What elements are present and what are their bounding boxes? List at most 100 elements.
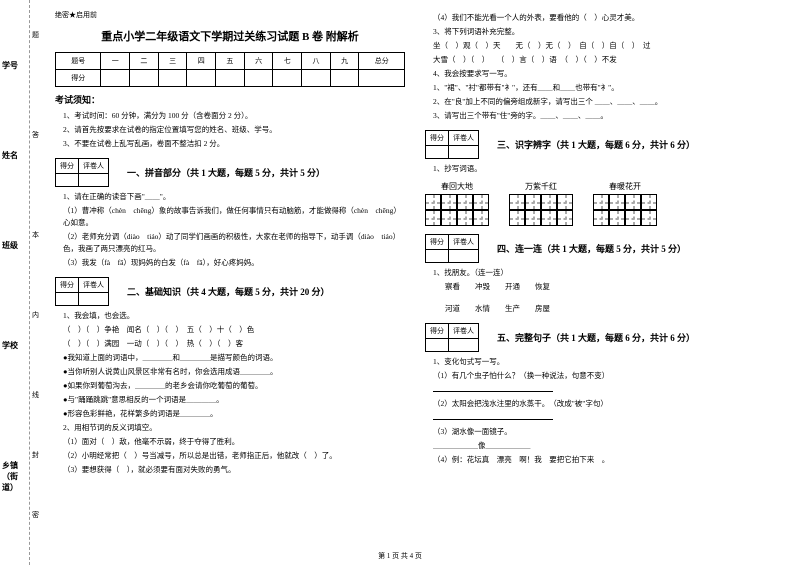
- grader-table: 得分评卷人: [425, 130, 479, 159]
- top-item: （4）我们不能光看一个人的外表，要看他的（ ）心灵才美。: [433, 12, 775, 24]
- q4a-row: 察看 冲毁 开通 恢复: [445, 281, 775, 293]
- cut-char: 题: [32, 30, 39, 40]
- grader-table: 得分评卷人: [55, 158, 109, 187]
- grid-group: 春回大地: [425, 181, 489, 226]
- grid-label: 春暖花开: [609, 181, 641, 192]
- mini-th: 评卷人: [449, 324, 479, 339]
- vlabel-id: 学号: [2, 60, 18, 71]
- q5-lead: 1、变化句式写一写。: [433, 356, 775, 368]
- mini-th: 得分: [426, 324, 449, 339]
- q5-item: （4）例：花坛真 漂亮 啊！我 要把它拍下来 。: [433, 454, 775, 466]
- binding-margin: 学号 姓名 班级 学校 乡镇（街道）: [0, 0, 30, 565]
- q4-lead: 4、我会按要求写一写。: [433, 68, 775, 80]
- q3-lead: 3、将下列词语补充完整。: [433, 26, 775, 38]
- grid-group: 春暖花开: [593, 181, 657, 226]
- secret-tag: 绝密★启用前: [55, 10, 405, 20]
- q3-item: 坐（ ）观（ ）天 无（ ）无（ ） 自（ ）自（ ） 过: [433, 40, 775, 52]
- q5-item: （2）太阳会把浅水注里的水蒸干。 （改成"被"字句）: [433, 398, 775, 410]
- section-2-title: 二、基础知识（共 4 大题，每题 5 分，共计 20 分）: [127, 285, 330, 298]
- cut-char: 内: [32, 310, 39, 320]
- mini-th: 评卷人: [79, 159, 109, 174]
- mini-th: 得分: [56, 278, 79, 293]
- grader-table: 得分评卷人: [425, 323, 479, 352]
- mini-th: 得分: [426, 235, 449, 250]
- q1-item: （2）老师充分调（diào tiáo）动了同学们画画的积极性，大家在老师的指导下…: [63, 231, 405, 255]
- q2b-item: （2）小明经常把（ ）号当减号，所以总是出错，老师指正后，他就改（ ）了。: [63, 450, 405, 462]
- section-3-title: 三、识字辨字（共 1 大题，每题 6 分，共计 6 分）: [497, 138, 695, 151]
- answer-blank: [433, 384, 553, 392]
- answer-blank: [433, 412, 553, 420]
- q4-item: 3、请写出三个带有"住"旁的字。＿＿、＿＿、＿＿。: [433, 110, 775, 122]
- th: 一: [101, 53, 130, 70]
- q1-item: （1）曹冲称（chèn chēng）象的故事告诉我们，做任何事情只有动脑筋，才能…: [63, 205, 405, 229]
- mini-th: 评卷人: [449, 131, 479, 146]
- right-column: （4）我们不能光看一个人的外表，要看他的（ ）心灵才美。 3、将下列词语补充完整…: [415, 10, 785, 555]
- th: 五: [216, 53, 245, 70]
- notice-item: 1、考试时间：60 分钟，满分为 100 分（含卷面分 2 分）。: [63, 110, 405, 122]
- vlabel-class: 班级: [2, 240, 18, 251]
- q2-item: ●当你听别人说黄山风景区非常有名时，你会选用成语＿＿＿＿。: [63, 366, 405, 378]
- th: 九: [330, 53, 359, 70]
- score-header-row: 题号 一 二 三 四 五 六 七 八 九 总分: [56, 53, 405, 70]
- q1-lead: 1、请在正确的读音下画"＿＿"。: [63, 191, 405, 203]
- q4-item: 2、在"良"加上不同的偏旁组成新字，请写出三个 ＿＿、＿＿、＿＿。: [433, 96, 775, 108]
- q2-item: ●与"踊踊跳跳"意思相反的一个词语是＿＿＿＿。: [63, 394, 405, 406]
- vlabel-name: 姓名: [2, 150, 18, 161]
- section-5-title: 五、完整句子（共 1 大题，每题 6 分，共计 6 分）: [497, 331, 695, 344]
- score-value-row: 得分: [56, 70, 405, 87]
- grid-label: 万紫千红: [525, 181, 557, 192]
- grader-table: 得分评卷人: [425, 234, 479, 263]
- cut-char: 答: [32, 130, 39, 140]
- q2-item: ●我知道上面的词语中，＿＿＿＿和＿＿＿＿是描写颜色的词语。: [63, 352, 405, 364]
- vlabel-town: 乡镇（街道）: [2, 460, 29, 493]
- mini-th: 评卷人: [79, 278, 109, 293]
- q2b-lead: 2、用相节词的反义词填空。: [63, 422, 405, 434]
- notice-item: 2、请首先按要求在试卷的指定位置填写您的姓名、班级、学号。: [63, 124, 405, 136]
- section-1-bar: 得分评卷人 一、拼音部分（共 1 大题，每题 5 分，共计 5 分）: [55, 158, 405, 187]
- q5-item: （3）湖水像一面镜子。: [433, 426, 775, 438]
- q3-item: 大雪（ ）（ ） （ ）言（ ）语 （ ）（ ）不发: [433, 54, 775, 66]
- score-table: 题号 一 二 三 四 五 六 七 八 九 总分 得分: [55, 52, 405, 87]
- th: 六: [244, 53, 273, 70]
- q4a-row: 河道 水情 生产 房屋: [445, 303, 775, 315]
- q5-item: （1）有几个虫子怕什么？（换一种说法，句意不变）: [433, 370, 775, 382]
- q2-lead: 1、我会填，也会选。: [63, 310, 405, 322]
- cut-line: 题 答 本 内 线 封 密: [30, 0, 40, 565]
- th: 二: [130, 53, 159, 70]
- left-column: 绝密★启用前 重点小学二年级语文下学期过关练习试题 B 卷 附解析 题号 一 二…: [45, 10, 415, 555]
- th: 三: [158, 53, 187, 70]
- q3a-lead: 1、抄写词语。: [433, 163, 775, 175]
- vlabel-school: 学校: [2, 340, 18, 351]
- th: 七: [273, 53, 302, 70]
- section-4-title: 四、连一连（共 1 大题，每题 5 分，共计 5 分）: [497, 242, 686, 255]
- mini-th: 得分: [56, 159, 79, 174]
- section-5-bar: 得分评卷人 五、完整句子（共 1 大题，每题 6 分，共计 6 分）: [425, 323, 775, 352]
- cut-char: 密: [32, 510, 39, 520]
- q5-item: ＿＿＿＿＿＿像＿＿＿＿＿＿: [433, 440, 775, 452]
- section-4-bar: 得分评卷人 四、连一连（共 1 大题，每题 5 分，共计 5 分）: [425, 234, 775, 263]
- q2b-item: （1）面对（ ）敌，他毫不示弱，终于夺得了胜利。: [63, 436, 405, 448]
- page-footer: 第 1 页 共 4 页: [0, 551, 800, 561]
- q2-item: ●形容色彩鲜艳，花样繁多的词语是＿＿＿＿。: [63, 408, 405, 420]
- q1-item: （3）我发（fà fā）现妈妈的白发（fà fā），好心疼妈妈。: [63, 257, 405, 269]
- q2-item: （ ）（ ）争艳 闻名（ ）（ ） 五（ ）十（ ）色: [63, 324, 405, 336]
- q2b-item: （3）要想获得（ ），就必须要有面对失败的勇气。: [63, 464, 405, 476]
- mini-th: 评卷人: [449, 235, 479, 250]
- notice-item: 3、不要在试卷上乱写乱画，卷面不整洁扣 2 分。: [63, 138, 405, 150]
- cut-char: 封: [32, 450, 39, 460]
- section-1-title: 一、拼音部分（共 1 大题，每题 5 分，共计 5 分）: [127, 166, 325, 179]
- notice-title: 考试须知：: [55, 93, 405, 106]
- section-2-bar: 得分评卷人 二、基础知识（共 4 大题，每题 5 分，共计 20 分）: [55, 277, 405, 306]
- th: 总分: [359, 53, 405, 70]
- q4a-lead: 1、找朋友。（连一连）: [433, 267, 775, 279]
- cut-char: 线: [32, 390, 39, 400]
- cut-char: 本: [32, 230, 39, 240]
- td: 得分: [56, 70, 101, 87]
- exam-title: 重点小学二年级语文下学期过关练习试题 B 卷 附解析: [55, 28, 405, 44]
- q2-item: （ ）（ ）满园 一动（ ）（ ） 热（ ）（ ）客: [63, 338, 405, 350]
- grader-table: 得分评卷人: [55, 277, 109, 306]
- th: 八: [302, 53, 331, 70]
- q2-item: ●如果你到葡萄沟去，＿＿＿＿的老乡会请你吃葡萄的葡萄。: [63, 380, 405, 392]
- section-3-bar: 得分评卷人 三、识字辨字（共 1 大题，每题 6 分，共计 6 分）: [425, 130, 775, 159]
- th: 四: [187, 53, 216, 70]
